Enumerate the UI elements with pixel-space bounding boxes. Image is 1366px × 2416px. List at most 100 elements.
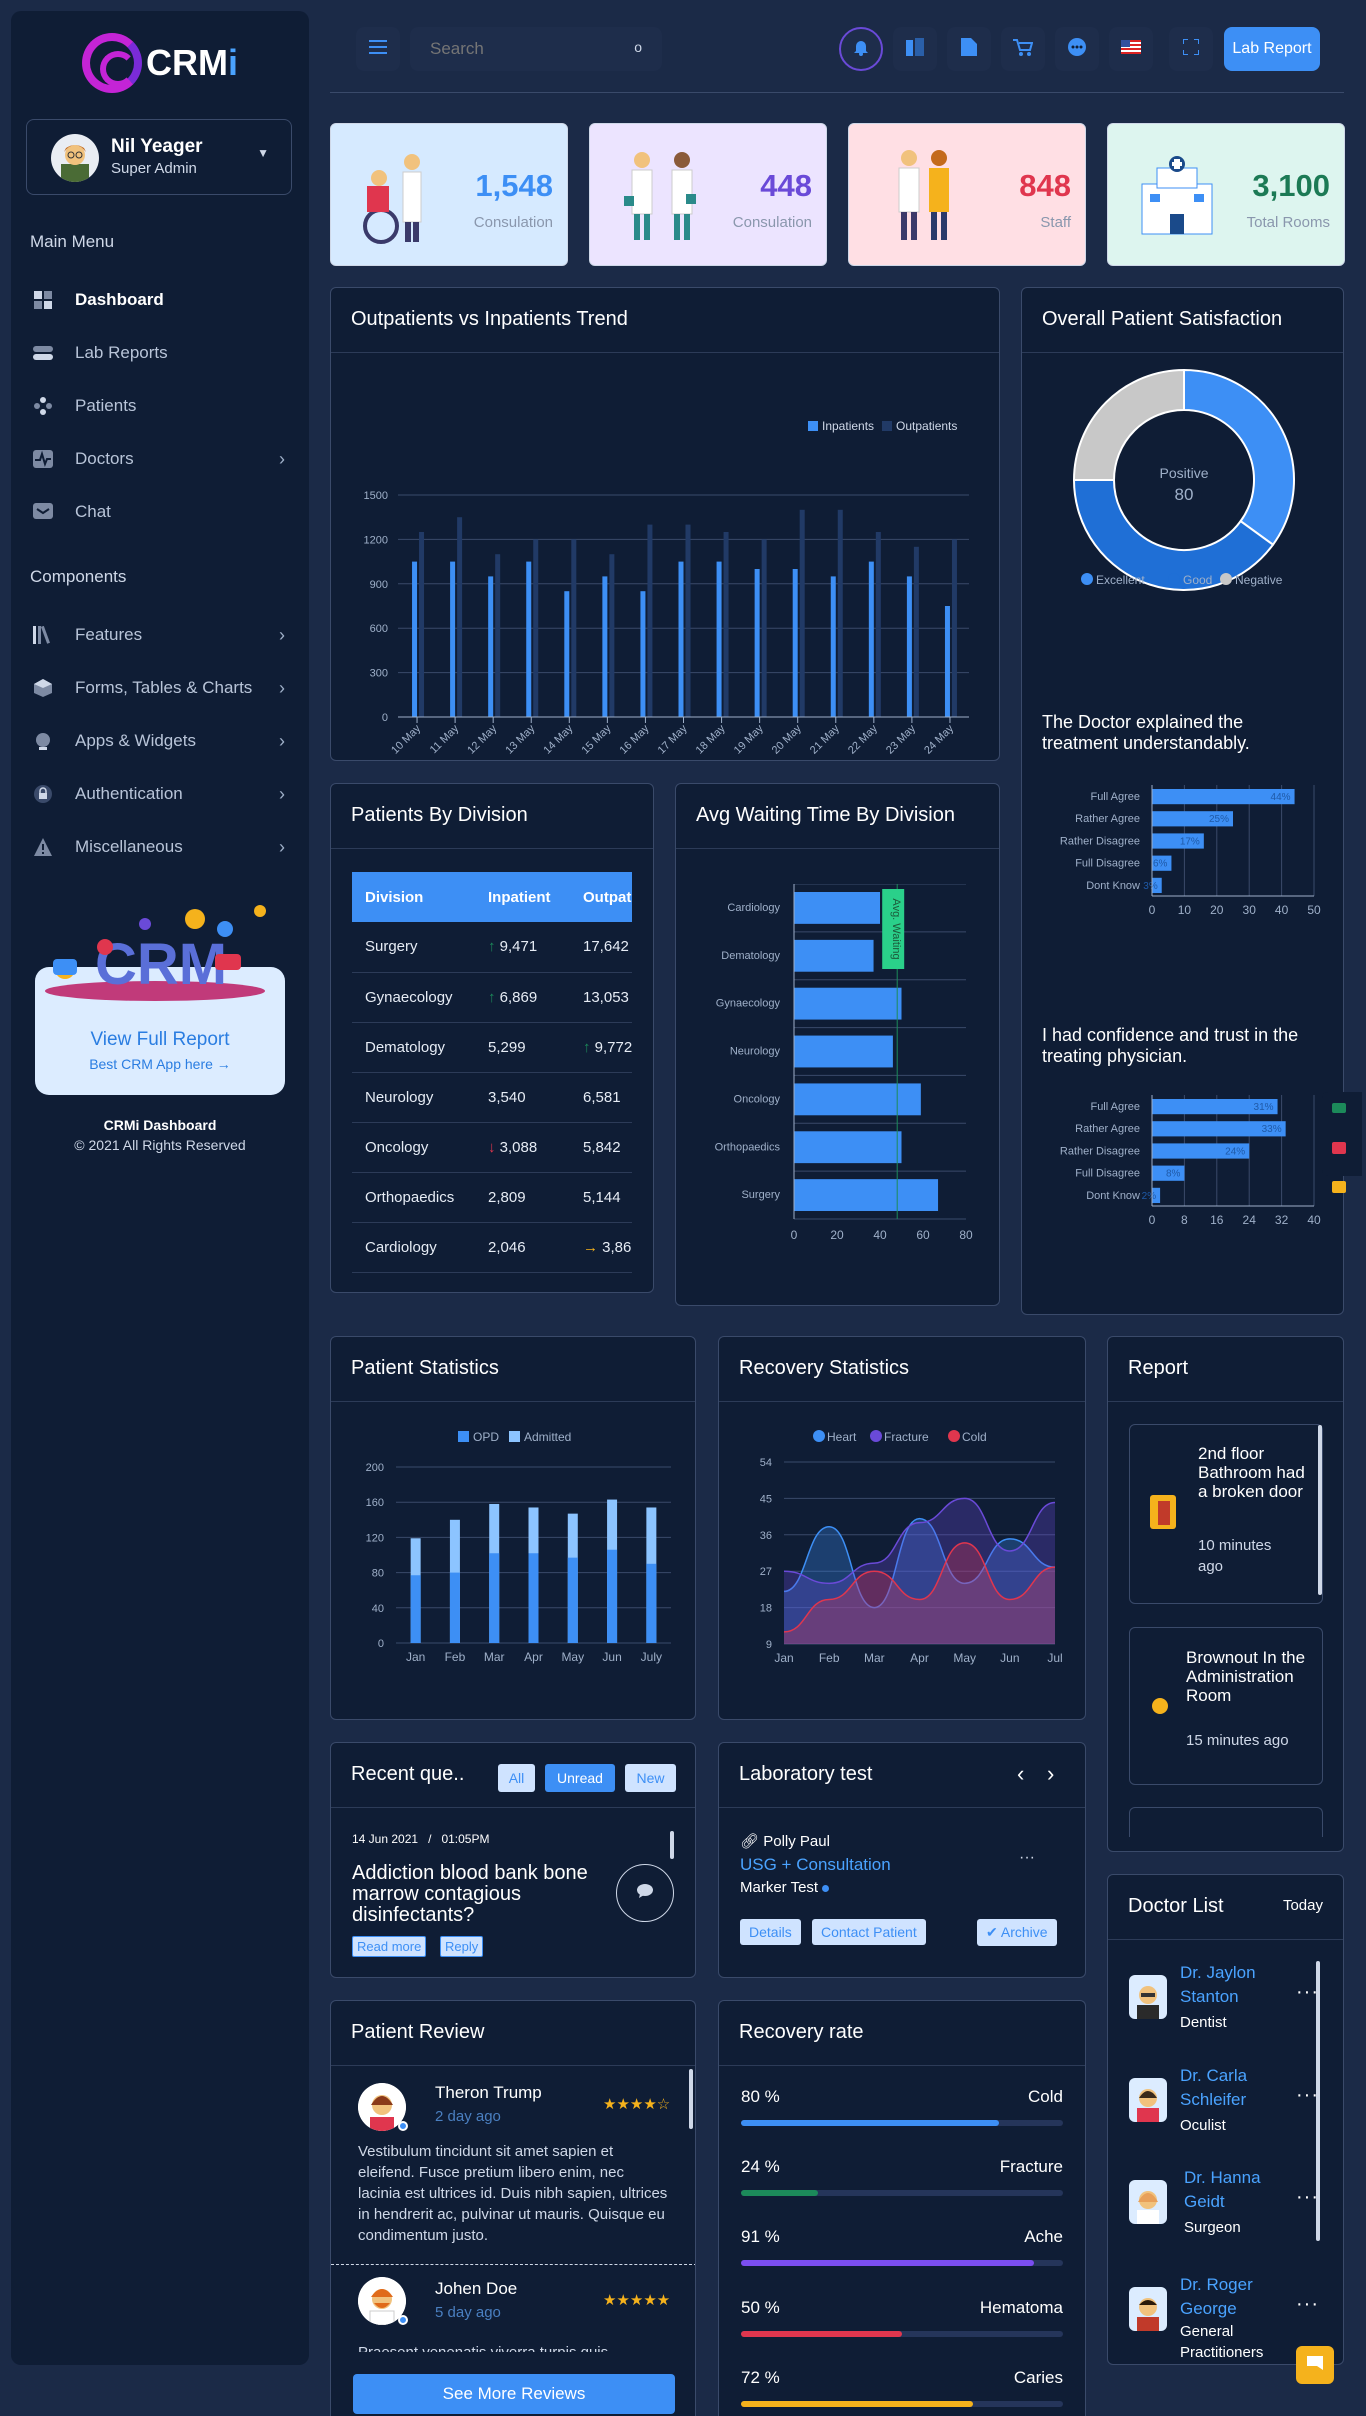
view-full-report-link[interactable]: View Full Report xyxy=(90,1029,230,1050)
doctor-name[interactable]: Dr. Hanna Geidt xyxy=(1184,2168,1261,2211)
y-tick-label: Neurology xyxy=(730,1046,781,1058)
sidebar-item-forms-tables-charts[interactable]: Forms, Tables & Charts › xyxy=(33,670,295,706)
doctor-avatar[interactable] xyxy=(1129,2287,1167,2331)
money-icon[interactable] xyxy=(1332,1103,1346,1113)
contact-patient-button[interactable]: Contact Patient xyxy=(812,1919,926,1945)
more-options-icon[interactable]: ··· xyxy=(1296,2293,1319,2315)
bar-outpatients xyxy=(799,509,805,717)
lab-test-name[interactable]: USG + Consultation xyxy=(740,1855,891,1874)
stat-card-consultation-1[interactable]: 1,548 Consulation xyxy=(330,123,568,266)
sidebar-item-doctors[interactable]: Doctors › xyxy=(33,441,295,477)
scroll-top-button[interactable] xyxy=(1296,2346,1334,2384)
table-row[interactable]: Dematology 5,299 ↑ 9,772 xyxy=(352,1022,632,1073)
bar-inpatients xyxy=(944,606,950,717)
reply-button[interactable]: Reply xyxy=(440,1936,484,1957)
scrollbar[interactable] xyxy=(689,2069,693,2129)
tab-new[interactable]: New xyxy=(625,1764,676,1792)
report-item[interactable] xyxy=(1129,1807,1323,1837)
user-profile-card[interactable]: Nil Yeager Super Admin ▼ xyxy=(26,119,292,195)
hospital-illustration xyxy=(1141,156,1213,235)
table-row[interactable]: Gynaecology ↑ 6,869 13,053 xyxy=(352,972,632,1023)
scrollbar[interactable] xyxy=(1316,1961,1320,2241)
image-icon[interactable] xyxy=(1332,1142,1346,1154)
doctor-avatar[interactable] xyxy=(1129,1975,1167,2019)
sidebar-item-dashboard[interactable]: Dashboard xyxy=(33,282,295,318)
nurses-illustration xyxy=(624,152,696,240)
table-row[interactable]: Surgery ↑ 9,471 17,642 xyxy=(352,922,632,973)
archive-button[interactable]: ✔ Archive xyxy=(977,1919,1057,1946)
y-tick-label: 40 xyxy=(372,1603,384,1615)
notification-button[interactable] xyxy=(839,27,883,71)
sidebar-item-authentication[interactable]: Authentication › xyxy=(33,776,295,812)
topbar-divider xyxy=(330,92,1344,93)
doctor-name[interactable]: Dr. Carla Schleifer xyxy=(1180,2066,1248,2109)
apps-button[interactable] xyxy=(893,27,937,71)
table-row[interactable]: Neurology 3,540 6,581 xyxy=(352,1072,632,1123)
search-icon[interactable]: o xyxy=(634,39,642,55)
sidebar-item-apps-widgets[interactable]: Apps & Widgets › xyxy=(33,723,295,759)
stat-card-staff[interactable]: 848 Staff xyxy=(848,123,1086,266)
more-options-icon[interactable]: ··· xyxy=(1019,1849,1035,1866)
search-input[interactable] xyxy=(410,27,630,71)
cell: 17,642 xyxy=(570,922,632,973)
toggle-icon xyxy=(33,343,53,363)
tab-unread[interactable]: Unread xyxy=(545,1764,615,1792)
sidebar-item-lab-reports[interactable]: Lab Reports xyxy=(33,335,295,371)
sidebar-item-features[interactable]: Features › xyxy=(33,617,295,653)
brand-logo[interactable]: CRMi xyxy=(11,33,309,93)
documents-button[interactable] xyxy=(947,27,991,71)
details-button[interactable]: Details xyxy=(740,1919,801,1945)
more-options-icon[interactable]: ··· xyxy=(1296,2186,1319,2208)
tab-all[interactable]: All xyxy=(498,1764,535,1792)
report-item[interactable]: 2nd floor Bathroom had a broken door 10 … xyxy=(1129,1424,1323,1604)
stat-card-total-rooms[interactable]: 3,100 Total Rooms xyxy=(1107,123,1345,266)
search-box[interactable]: o xyxy=(410,27,662,71)
cell: Neurology xyxy=(352,1072,475,1123)
sidebar-item-patients[interactable]: Patients xyxy=(33,388,295,424)
doctor-filter[interactable]: Today xyxy=(1282,1897,1323,1914)
recent-queries-card: Recent que.. All Unread New 14 Jun 2021 … xyxy=(330,1742,696,1978)
scrollbar[interactable] xyxy=(1318,1425,1322,1595)
query-question[interactable]: Addiction blood bank bone marrow contagi… xyxy=(352,1862,588,1926)
folder-icon[interactable] xyxy=(1332,1181,1346,1193)
promo-subtext[interactable]: Best CRM App here → xyxy=(89,1056,231,1072)
read-more-button[interactable]: Read more xyxy=(352,1936,427,1957)
more-options-icon[interactable]: ··· xyxy=(1296,2084,1319,2106)
doctor-role: Surgeon xyxy=(1184,2219,1241,2236)
column-header[interactable]: Inpatient xyxy=(475,872,570,922)
table-row[interactable]: Orthopaedics 2,809 5,144 xyxy=(352,1172,632,1223)
doctor-name[interactable]: Dr. Roger George xyxy=(1180,2275,1253,2318)
prev-arrow-icon[interactable]: ‹ xyxy=(1017,1761,1025,1786)
chevron-down-icon[interactable]: ▼ xyxy=(257,146,269,160)
stat-card-consultation-2[interactable]: 448 Consulation xyxy=(589,123,827,266)
more-options-icon[interactable]: ··· xyxy=(1296,1981,1319,2003)
door-icon xyxy=(1150,1495,1176,1529)
menu-toggle-button[interactable] xyxy=(356,27,400,71)
bar-inpatients xyxy=(564,591,570,717)
report-item[interactable]: Brownout In the Administration Room 15 m… xyxy=(1129,1627,1323,1785)
donut-slice xyxy=(1072,368,1185,481)
scrollbar[interactable] xyxy=(670,1831,674,1859)
sidebar-item-chat[interactable]: Chat xyxy=(33,494,295,530)
column-header[interactable]: Division xyxy=(352,872,475,922)
lab-report-button[interactable]: Lab Report xyxy=(1224,27,1320,71)
user-avatar xyxy=(51,134,99,182)
messages-button[interactable] xyxy=(1055,27,1099,71)
chat-button[interactable] xyxy=(616,1864,674,1922)
bar xyxy=(1152,877,1162,893)
cell: 6,581 xyxy=(570,1072,632,1123)
doctor-avatar[interactable] xyxy=(1129,2078,1167,2122)
next-arrow-icon[interactable]: › xyxy=(1047,1761,1055,1786)
language-button[interactable] xyxy=(1109,27,1153,71)
column-header[interactable]: Outpat xyxy=(570,872,632,922)
footer-copyright: © 2021 All Rights Reserved xyxy=(74,1137,246,1153)
sidebar-item-miscellaneous[interactable]: Miscellaneous › xyxy=(33,829,295,865)
see-more-reviews-button[interactable]: See More Reviews xyxy=(353,2374,675,2414)
fullscreen-button[interactable] xyxy=(1169,27,1213,71)
table-row[interactable]: Oncology ↓ 3,088 5,842 xyxy=(352,1122,632,1173)
y-tick-label: 120 xyxy=(366,1532,384,1544)
cart-button[interactable] xyxy=(1001,27,1045,71)
doctor-avatar[interactable] xyxy=(1129,2180,1167,2224)
doctor-name[interactable]: Dr. Jaylon Stanton xyxy=(1180,1963,1256,2006)
